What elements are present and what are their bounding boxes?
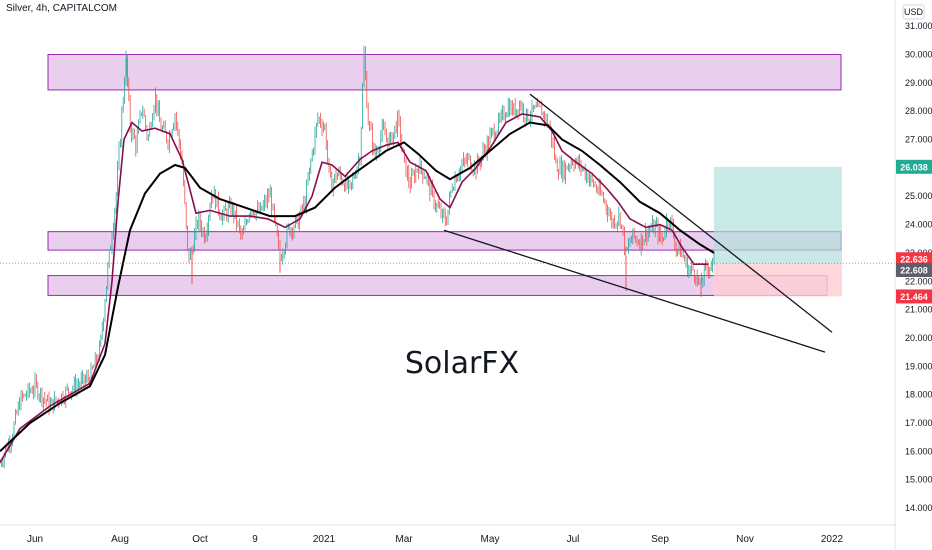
y-tick-label: 16.000 xyxy=(905,446,932,456)
zone-box xyxy=(47,54,842,91)
y-tick-label: 17.000 xyxy=(905,418,932,428)
target-area xyxy=(714,166,842,265)
y-tick-label: 31.000 xyxy=(905,21,932,31)
price-label-box xyxy=(896,289,932,304)
stop-area xyxy=(714,264,842,297)
x-tick-label: Mar xyxy=(395,534,413,545)
y-tick-label: 22.000 xyxy=(905,276,932,286)
time-axis[interactable]: Jun Aug Oct 9 2021 Mar May Jul Sep Nov 2022 xyxy=(0,524,895,545)
y-tick-label: 18.000 xyxy=(905,390,932,400)
watermark: SolarFX xyxy=(405,346,519,381)
x-tick-label: Oct xyxy=(192,534,208,545)
ma-fast-line xyxy=(0,113,708,464)
x-tick-label: Jul xyxy=(567,534,580,545)
y-tick-label: 28.000 xyxy=(905,106,932,116)
moving-averages xyxy=(0,113,715,464)
y-tick-label: 27.000 xyxy=(905,135,932,145)
x-tick-label: 9 xyxy=(252,534,258,545)
long-position-tool[interactable] xyxy=(714,166,842,297)
x-tick-label: Sep xyxy=(651,534,669,545)
y-tick-label: 15.000 xyxy=(905,475,932,485)
x-tick-label: Nov xyxy=(736,534,754,545)
price-label-text: 22.608 xyxy=(900,266,928,276)
x-tick-label: May xyxy=(481,534,500,545)
price-label-text: 22.636 xyxy=(900,255,928,265)
chart-title: Silver, 4h, CAPITALCOM xyxy=(6,3,117,14)
y-tick-label: 19.000 xyxy=(905,361,932,371)
price-series xyxy=(0,45,715,469)
x-tick-label: 2021 xyxy=(313,534,336,545)
y-tick-label: 20.000 xyxy=(905,333,932,343)
x-tick-label: Aug xyxy=(111,534,129,545)
y-tick-label: 21.000 xyxy=(905,305,932,315)
currency-label: USD xyxy=(904,7,924,17)
x-tick-label: 2022 xyxy=(821,534,844,545)
price-label-box xyxy=(896,159,932,174)
trendline xyxy=(443,229,826,353)
currency-badge[interactable]: USD xyxy=(902,4,925,20)
x-tick-label: Jun xyxy=(27,534,43,545)
price-label-box xyxy=(896,263,932,278)
y-tick-label: 29.000 xyxy=(905,78,932,88)
y-tick-label: 24.000 xyxy=(905,220,932,230)
ma-slow-line xyxy=(0,121,715,453)
y-tick-label: 14.000 xyxy=(905,503,932,513)
y-tick-label: 30.000 xyxy=(905,50,932,60)
price-label-box xyxy=(896,252,932,267)
price-label-text: 21.464 xyxy=(900,292,928,302)
trendline xyxy=(529,93,833,333)
trendlines[interactable] xyxy=(443,93,833,353)
y-tick-label: 25.000 xyxy=(905,191,932,201)
price-label-text: 26.038 xyxy=(900,162,928,172)
